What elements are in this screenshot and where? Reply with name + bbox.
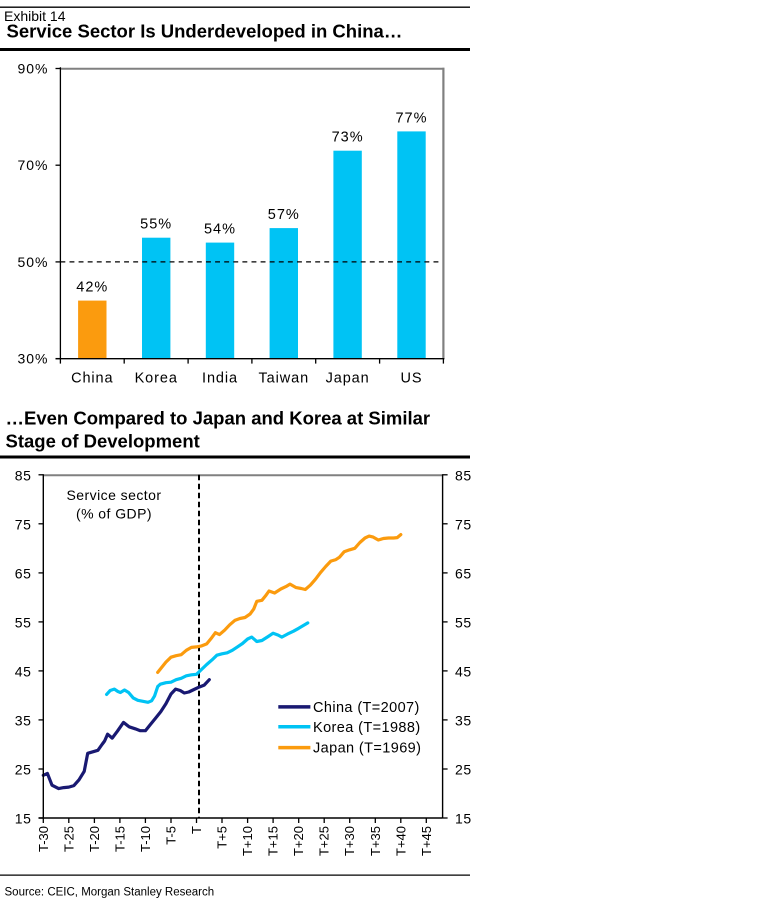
svg-text:77%: 77% [395, 110, 427, 126]
svg-text:Japan: Japan [326, 371, 370, 387]
svg-text:T-25: T-25 [61, 826, 76, 852]
svg-text:15: 15 [455, 811, 472, 827]
svg-text:T-30: T-30 [36, 826, 51, 852]
svg-text:Korea (T=1988): Korea (T=1988) [313, 720, 421, 736]
svg-text:42%: 42% [76, 280, 108, 296]
svg-text:T+10: T+10 [240, 826, 255, 856]
svg-text:73%: 73% [332, 130, 364, 146]
svg-text:85: 85 [15, 467, 32, 483]
svg-text:Taiwan: Taiwan [259, 371, 310, 387]
svg-text:T+45: T+45 [419, 826, 434, 856]
svg-text:Service sector: Service sector [67, 487, 162, 503]
svg-text:55: 55 [15, 614, 32, 630]
svg-text:T-20: T-20 [87, 826, 102, 852]
svg-text:50%: 50% [17, 254, 48, 270]
svg-text:T+5: T+5 [215, 826, 230, 849]
svg-text:T+30: T+30 [342, 826, 357, 856]
svg-text:65: 65 [15, 565, 32, 581]
svg-text:T-15: T-15 [112, 826, 127, 852]
svg-text:30%: 30% [17, 351, 48, 367]
svg-text:45: 45 [455, 663, 472, 679]
svg-text:T+15: T+15 [266, 826, 281, 856]
svg-text:65: 65 [455, 565, 472, 581]
svg-text:…Even Compared to Japan and Ko: …Even Compared to Japan and Korea at Sim… [6, 408, 431, 429]
svg-text:75: 75 [15, 516, 32, 532]
svg-text:57%: 57% [268, 207, 300, 223]
svg-text:45: 45 [15, 663, 32, 679]
svg-text:T+20: T+20 [291, 826, 306, 856]
svg-text:35: 35 [15, 712, 32, 728]
svg-text:25: 25 [15, 762, 32, 778]
svg-text:(% of GDP): (% of GDP) [76, 506, 152, 522]
svg-text:75: 75 [455, 516, 472, 532]
svg-text:35: 35 [455, 712, 472, 728]
svg-text:Korea: Korea [135, 371, 178, 387]
svg-text:China (T=2007): China (T=2007) [313, 700, 420, 716]
svg-text:Exhibit 14: Exhibit 14 [4, 8, 66, 24]
svg-text:T-5: T-5 [164, 826, 179, 845]
svg-text:India: India [202, 371, 238, 387]
svg-text:Japan (T=1969): Japan (T=1969) [313, 741, 421, 757]
svg-text:55%: 55% [140, 217, 172, 233]
svg-text:Source: CEIC, Morgan Stanley R: Source: CEIC, Morgan Stanley Research [5, 887, 215, 899]
svg-text:US: US [401, 371, 423, 387]
svg-text:85: 85 [455, 467, 472, 483]
svg-text:Stage of Development: Stage of Development [6, 431, 200, 452]
svg-text:T+25: T+25 [317, 826, 332, 856]
svg-text:15: 15 [15, 811, 32, 827]
svg-text:Service Sector Is Underdevelop: Service Sector Is Underdeveloped in Chin… [7, 21, 403, 42]
svg-text:25: 25 [455, 762, 472, 778]
svg-text:70%: 70% [17, 157, 48, 173]
svg-text:T+35: T+35 [368, 826, 383, 856]
svg-text:T-10: T-10 [138, 826, 153, 852]
svg-text:T+40: T+40 [393, 826, 408, 856]
svg-text:54%: 54% [204, 222, 236, 238]
svg-text:T: T [189, 826, 204, 834]
svg-text:China: China [71, 371, 113, 387]
svg-text:55: 55 [455, 614, 472, 630]
svg-text:90%: 90% [17, 61, 48, 77]
